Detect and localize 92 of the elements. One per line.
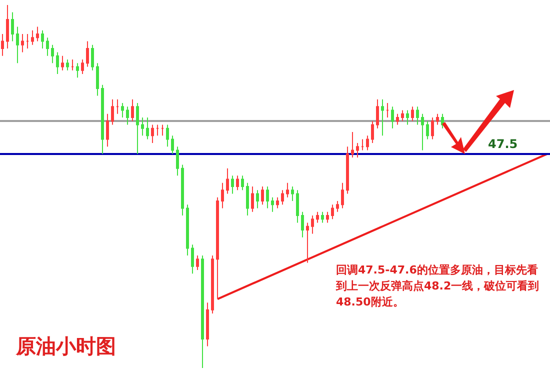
candlestick bbox=[401, 110, 404, 122]
candlestick bbox=[41, 30, 44, 50]
candlestick bbox=[51, 44, 54, 64]
candlestick bbox=[21, 34, 24, 53]
candlestick bbox=[186, 204, 189, 256]
candlestick bbox=[36, 26, 39, 42]
candlestick bbox=[66, 58, 69, 71]
candlestick bbox=[331, 204, 334, 220]
candlestick bbox=[351, 132, 354, 158]
candlestick bbox=[396, 113, 399, 126]
candlestick bbox=[436, 113, 439, 126]
candlestick bbox=[421, 113, 424, 151]
candlestick bbox=[71, 58, 74, 71]
candlestick bbox=[1, 34, 4, 56]
candlestick bbox=[171, 135, 174, 154]
candlestick bbox=[81, 58, 84, 74]
candlestick bbox=[411, 106, 414, 122]
candlestick bbox=[216, 196, 219, 300]
candlestick bbox=[166, 124, 169, 148]
candlestick bbox=[371, 120, 374, 144]
candlestick bbox=[121, 102, 124, 118]
candlestick bbox=[336, 200, 339, 212]
candlestick bbox=[301, 211, 304, 238]
candlestick bbox=[286, 182, 289, 198]
candlestick bbox=[241, 175, 244, 191]
candlestick bbox=[281, 190, 284, 206]
candlestick bbox=[326, 211, 329, 224]
candlestick bbox=[141, 117, 144, 136]
candlestick bbox=[391, 106, 394, 129]
candlestick bbox=[31, 30, 34, 46]
candlestick bbox=[226, 168, 229, 194]
candlestick bbox=[306, 222, 309, 264]
candlestick bbox=[296, 190, 299, 224]
candlestick bbox=[211, 254, 214, 314]
candlestick bbox=[256, 190, 259, 209]
candlestick bbox=[366, 135, 369, 151]
candlestick bbox=[191, 244, 194, 274]
candlestick bbox=[61, 55, 64, 71]
candlestick bbox=[201, 254, 204, 368]
candlestick bbox=[361, 138, 364, 151]
candlestick bbox=[126, 106, 129, 126]
candlestick bbox=[381, 98, 384, 136]
candlestick bbox=[321, 211, 324, 224]
candlestick bbox=[376, 98, 379, 129]
candlestick bbox=[11, 12, 14, 42]
candlestick bbox=[276, 196, 279, 209]
candlestick bbox=[221, 182, 224, 209]
candlestick bbox=[246, 182, 249, 216]
candlestick bbox=[111, 98, 114, 126]
candlestick bbox=[386, 102, 389, 118]
candlestick bbox=[26, 34, 29, 50]
candlestick bbox=[416, 106, 419, 126]
candlestick bbox=[311, 215, 314, 234]
candlestick bbox=[176, 146, 179, 176]
candlestick bbox=[261, 186, 264, 206]
candlestick bbox=[6, 4, 9, 50]
annotation: 回调47.5-47.6的位置多原油，目标先看到上一次反弹高点48.2一线，破位可看到48.50附近。 bbox=[335, 264, 540, 308]
candlestick bbox=[16, 26, 19, 64]
candlestick bbox=[131, 98, 134, 122]
candlestick bbox=[96, 62, 99, 96]
candlestick bbox=[271, 196, 274, 212]
candlestick bbox=[56, 52, 59, 74]
candlestick bbox=[206, 302, 209, 347]
candlestick bbox=[291, 186, 294, 202]
candlestick bbox=[341, 182, 344, 209]
candlestick bbox=[251, 186, 254, 212]
annotation: 47.5 bbox=[488, 137, 518, 151]
candlestick bbox=[356, 142, 359, 158]
candlestick bbox=[86, 40, 89, 68]
candlestick bbox=[106, 113, 109, 148]
candlestick bbox=[156, 124, 159, 136]
candlestick bbox=[151, 124, 154, 144]
candlestick bbox=[181, 164, 184, 216]
candlestick bbox=[116, 98, 119, 114]
candlestick bbox=[46, 37, 49, 56]
text: 原油小时图 bbox=[15, 334, 116, 358]
candlestick bbox=[136, 102, 139, 154]
candlestick bbox=[76, 62, 79, 78]
candlestick bbox=[316, 211, 319, 224]
candlestick bbox=[431, 117, 434, 140]
candlestick bbox=[146, 117, 149, 140]
candlestick bbox=[426, 120, 429, 140]
candlestick bbox=[406, 110, 409, 126]
candlestick bbox=[266, 186, 269, 209]
candlestick bbox=[161, 124, 164, 136]
candlestick bbox=[91, 44, 94, 71]
candlestick bbox=[236, 175, 239, 191]
candlestick bbox=[231, 175, 234, 194]
candlestick bbox=[101, 84, 104, 154]
candlestick bbox=[441, 113, 444, 129]
candlestick bbox=[346, 146, 349, 194]
candlestick bbox=[196, 254, 199, 270]
